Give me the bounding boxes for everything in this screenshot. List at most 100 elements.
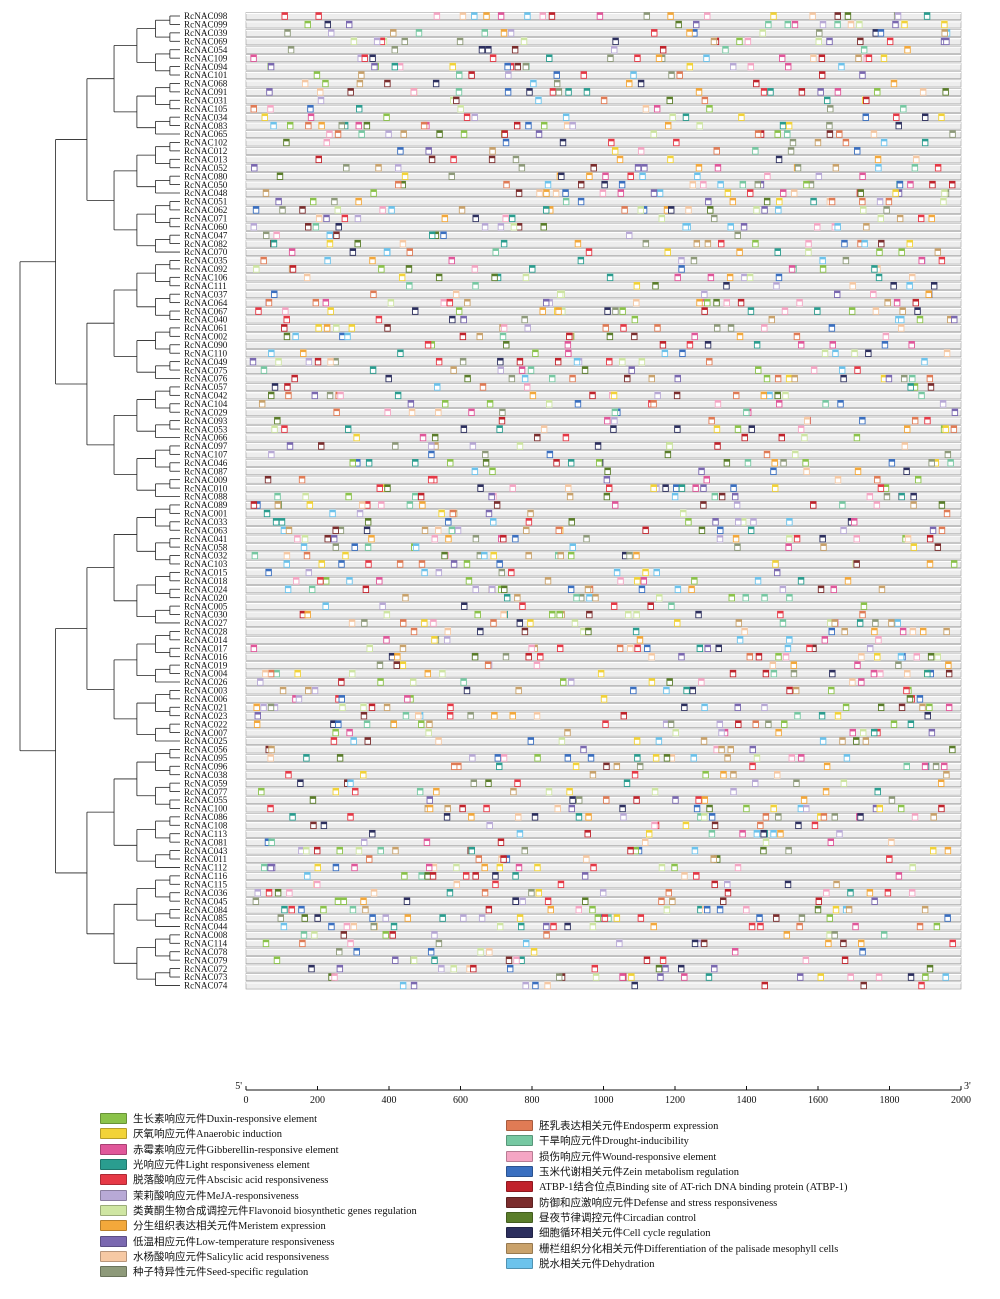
element-glyph	[489, 54, 497, 62]
element-glyph	[797, 425, 805, 433]
element-glyph	[678, 964, 685, 973]
element-glyph	[866, 492, 874, 501]
element-glyph	[656, 593, 663, 602]
element-glyph	[284, 29, 291, 37]
element-glyph	[832, 163, 840, 172]
element-glyph	[539, 307, 546, 315]
element-glyph	[481, 222, 489, 231]
axis-tick-label: 0	[244, 1095, 249, 1106]
element-glyph	[453, 96, 460, 105]
element-glyph	[918, 391, 925, 400]
element-glyph	[826, 914, 834, 922]
element-glyph	[544, 897, 552, 905]
element-glyph	[388, 652, 396, 661]
gene-label: RcNAC076	[184, 374, 228, 384]
element-glyph	[512, 534, 519, 543]
element-glyph	[720, 897, 727, 905]
element-glyph	[743, 905, 750, 914]
element-glyph	[562, 197, 570, 206]
element-glyph	[753, 754, 761, 762]
element-glyph	[806, 644, 813, 653]
element-glyph	[819, 256, 826, 265]
element-glyph	[419, 433, 427, 442]
element-glyph	[528, 888, 535, 897]
element-glyph	[556, 290, 564, 298]
element-glyph	[518, 163, 526, 172]
element-glyph	[698, 467, 705, 475]
element-glyph	[921, 762, 929, 771]
element-glyph	[583, 855, 590, 863]
element-glyph	[450, 964, 457, 973]
element-glyph	[600, 96, 608, 105]
element-glyph	[691, 939, 699, 948]
legend-swatch	[100, 1235, 127, 1247]
element-glyph	[410, 88, 418, 96]
element-glyph	[450, 366, 457, 374]
element-glyph	[514, 779, 521, 787]
legend-left-column: 生长素响应元件Duxin-responsive element 厌氧响应元件Ana…	[100, 1111, 500, 1279]
legend-swatch	[100, 1113, 127, 1125]
element-glyph	[830, 585, 837, 593]
element-glyph	[601, 180, 608, 189]
element-glyph	[792, 450, 799, 459]
legend-swatch	[100, 1174, 127, 1186]
element-glyph	[392, 846, 399, 855]
element-glyph	[368, 534, 375, 543]
element-glyph	[488, 155, 496, 164]
element-glyph	[511, 45, 519, 54]
element-glyph	[911, 813, 919, 821]
element-glyph	[251, 551, 259, 560]
element-glyph	[503, 180, 510, 189]
element-glyph	[365, 459, 373, 467]
element-glyph	[515, 686, 522, 695]
element-glyph	[780, 189, 787, 197]
element-glyph	[747, 62, 755, 71]
promoter-track	[245, 256, 962, 265]
promoter-track	[245, 678, 962, 686]
element-glyph	[581, 366, 589, 374]
legend-item: 光响应元件Light responsiveness element	[100, 1157, 500, 1172]
element-glyph	[534, 433, 541, 442]
element-glyph	[370, 290, 377, 298]
element-glyph	[714, 400, 722, 408]
three-prime-label: 3'	[964, 1081, 971, 1092]
element-glyph	[516, 829, 524, 838]
element-glyph	[444, 804, 451, 813]
promoter-track	[245, 846, 962, 855]
element-glyph	[934, 248, 942, 256]
element-glyph	[744, 459, 752, 467]
element-glyph	[337, 526, 345, 534]
element-glyph	[298, 475, 306, 484]
element-glyph	[433, 12, 441, 20]
element-glyph	[714, 163, 722, 172]
element-glyph	[268, 391, 275, 400]
element-glyph	[926, 964, 934, 973]
element-glyph	[323, 214, 330, 223]
element-glyph	[496, 560, 503, 568]
gene-label: RcNAC007	[184, 728, 228, 738]
element-glyph	[562, 113, 570, 121]
element-glyph	[877, 484, 885, 492]
element-glyph	[686, 62, 694, 71]
element-glyph	[828, 686, 835, 695]
promoter-track	[245, 627, 962, 636]
element-glyph	[575, 905, 582, 914]
element-glyph	[696, 121, 703, 130]
element-glyph	[431, 433, 439, 442]
element-glyph	[301, 79, 309, 88]
element-glyph	[723, 298, 730, 307]
element-glyph	[671, 863, 678, 872]
promoter-track	[245, 138, 962, 147]
element-glyph	[775, 273, 783, 282]
gene-label: RcNAC077	[184, 787, 228, 797]
promoter-track	[245, 812, 962, 821]
element-glyph	[724, 888, 732, 897]
element-glyph	[740, 222, 748, 231]
element-glyph	[628, 366, 635, 374]
element-glyph	[752, 239, 759, 248]
element-glyph	[585, 627, 592, 636]
element-glyph	[460, 914, 467, 922]
promoter-track	[245, 475, 962, 484]
element-glyph	[704, 239, 712, 248]
element-glyph	[949, 745, 956, 754]
